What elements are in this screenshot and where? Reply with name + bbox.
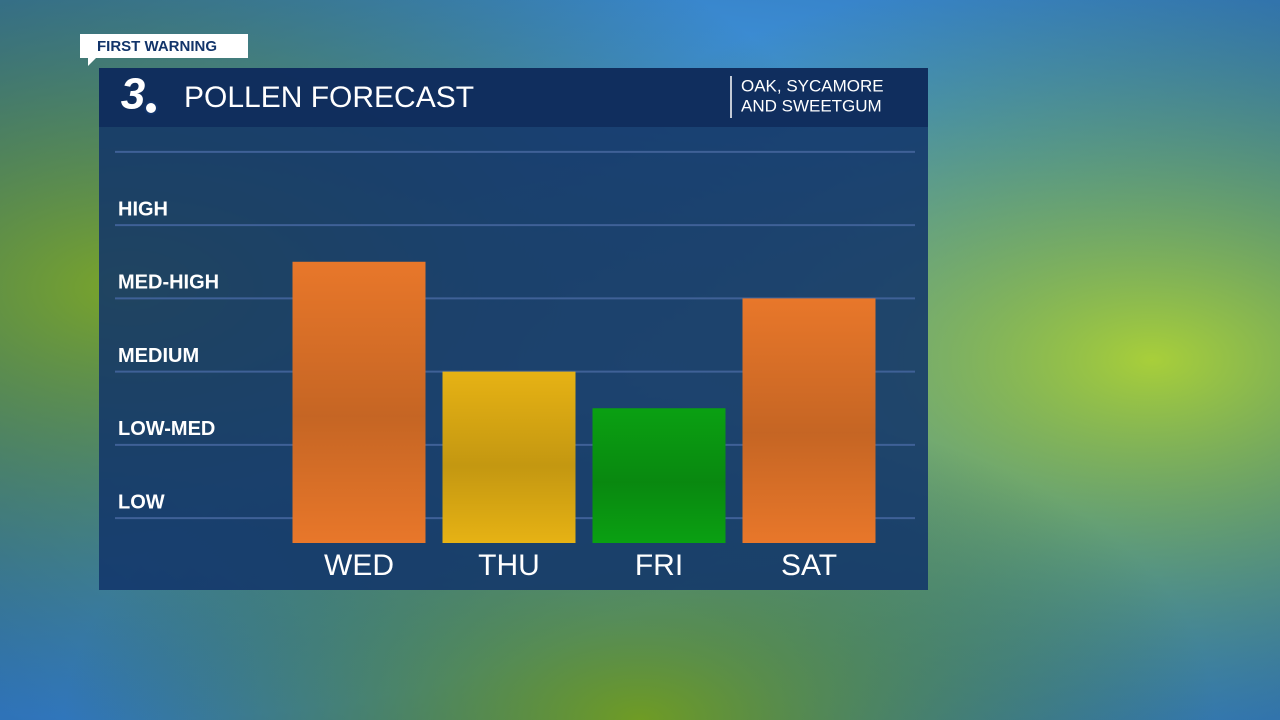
x-tick-label: THU xyxy=(478,549,540,582)
bar-shade xyxy=(742,298,876,543)
bar-shade xyxy=(292,261,426,543)
logo: 3 xyxy=(121,70,145,119)
y-tick-label: MED-HIGH xyxy=(118,272,219,294)
bar-shade xyxy=(442,371,576,543)
chart-title: POLLEN FORECAST xyxy=(184,81,474,114)
subtitle: OAK, SYCAMORE xyxy=(741,76,884,95)
subtitle: AND SWEETGUM xyxy=(741,96,882,115)
y-tick-label: HIGH xyxy=(118,198,168,220)
y-tick-label: LOW xyxy=(118,491,165,513)
bar-shade xyxy=(592,408,726,543)
y-tick-label: MEDIUM xyxy=(118,345,199,367)
x-tick-label: FRI xyxy=(635,549,683,582)
logo-dot xyxy=(144,101,158,115)
y-tick-label: LOW-MED xyxy=(118,418,215,440)
tag-box xyxy=(80,34,248,66)
tag: FIRST WARNING xyxy=(97,38,217,55)
x-tick-label: WED xyxy=(324,549,394,582)
x-tick-label: SAT xyxy=(781,549,837,582)
header xyxy=(99,68,928,127)
